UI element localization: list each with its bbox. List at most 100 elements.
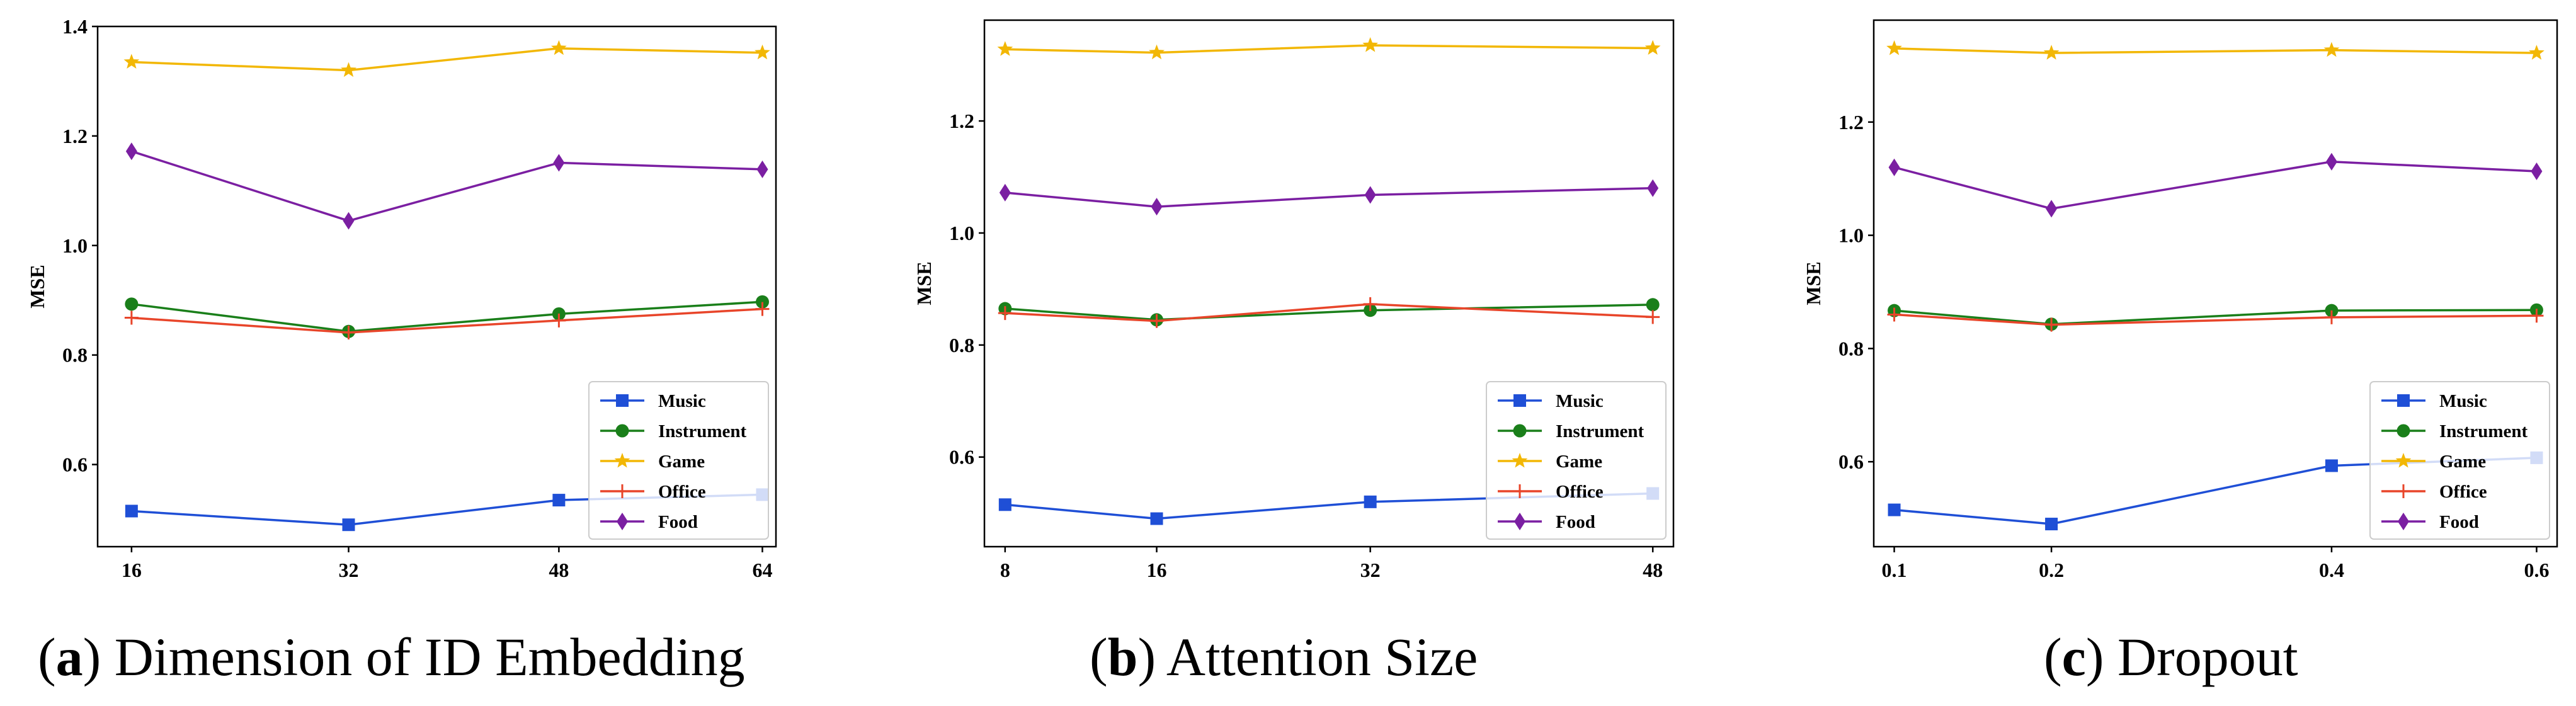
legend: Music Instrument Game Office Food <box>2369 381 2550 540</box>
legend-marker-food <box>2398 513 2409 530</box>
series-line-instrument <box>1894 309 2537 326</box>
caption-paren-open: ( <box>38 627 56 687</box>
data-point-food-48 <box>1647 179 1659 197</box>
legend-label-instrument: Instrument <box>658 421 747 441</box>
chart-panel-a: 0.6 0.8 1.0 1.2 1.4 16 32 48 64 MSE Music Instrumen… <box>26 15 777 687</box>
y-tick-label: 1.0 <box>62 234 88 257</box>
legend-marker-office <box>615 484 629 498</box>
x-tick-label: 0.2 <box>2039 559 2064 581</box>
data-point-food-64 <box>756 160 768 178</box>
data-point-instrument-48 <box>1646 298 1660 312</box>
y-tick-label: 0.8 <box>62 344 88 367</box>
legend-marker-music <box>2397 394 2410 407</box>
chart-panel-b: 0.6 0.8 1.0 1.2 8 16 32 48 MSE Music Instrument Gam… <box>913 19 1675 687</box>
data-point-game-0.1 <box>1886 40 1902 55</box>
data-point-office-0.2 <box>2044 317 2059 332</box>
data-point-office-0.4 <box>2324 310 2339 324</box>
legend-marker-office <box>1513 484 1527 498</box>
y-axis-label: MSE <box>26 265 48 308</box>
legend-marker-instrument <box>615 424 629 438</box>
panel-caption: (a) Dimension of ID Embedding <box>38 627 745 687</box>
legend-label-food: Food <box>1556 512 1595 532</box>
legend-box <box>2369 381 2550 540</box>
legend-box <box>588 381 769 540</box>
caption-paren-close: ) <box>2086 627 2117 687</box>
y-axis-label: MSE <box>1802 261 1825 305</box>
data-point-game-16 <box>123 54 140 69</box>
x-tick-label: 16 <box>1147 559 1167 581</box>
y-tick-label: 1.2 <box>1838 111 1864 134</box>
x-tick-label: 32 <box>1360 559 1381 581</box>
series-line-office <box>131 307 763 334</box>
data-point-office-48 <box>552 313 566 327</box>
series-line-game <box>1005 44 1653 54</box>
legend-marker-instrument <box>2396 424 2410 438</box>
y-tick-label: 1.2 <box>949 110 974 132</box>
data-point-game-64 <box>755 44 770 60</box>
caption-letter: a <box>56 627 83 687</box>
data-point-music-32 <box>1364 495 1377 508</box>
series-line-game <box>131 47 763 72</box>
series-line-instrument <box>131 300 763 333</box>
data-point-office-48 <box>1646 310 1660 324</box>
x-tick-label: 16 <box>122 559 142 581</box>
data-point-music-16 <box>125 504 138 518</box>
data-point-game-48 <box>1644 40 1661 55</box>
legend-label-music: Music <box>2439 391 2487 411</box>
series-line-game <box>1894 47 2537 54</box>
x-tick-label: 0.6 <box>2524 559 2549 581</box>
legend: Music Instrument Game Office Food <box>1486 381 1667 540</box>
data-point-food-0.4 <box>2325 152 2337 171</box>
x-tick-label: 32 <box>338 559 358 581</box>
data-point-office-32 <box>1363 297 1377 311</box>
legend-label-music: Music <box>658 391 706 411</box>
legend-label-instrument: Instrument <box>1556 421 1644 441</box>
series-line-office <box>1005 303 1653 322</box>
chart-panel-c: 0.6 0.8 1.0 1.2 0.1 0.2 0.4 0.6 MSE Music Instrume… <box>1802 19 2558 687</box>
legend-box <box>1486 381 1667 540</box>
legend-label-office: Office <box>658 482 706 502</box>
data-point-music-16 <box>1150 512 1163 525</box>
legend-marker-game <box>1512 453 1528 468</box>
x-tick-label: 48 <box>1643 559 1663 581</box>
data-point-office-8 <box>998 306 1012 321</box>
legend-marker-game <box>2395 453 2412 468</box>
x-tick-label: 64 <box>752 559 772 581</box>
legend-label-game: Game <box>1556 452 1602 472</box>
caption-text: Dropout <box>2117 627 2298 687</box>
y-tick-label: 1.0 <box>1838 224 1864 247</box>
data-point-food-32 <box>1364 186 1376 204</box>
data-point-food-16 <box>1151 198 1163 216</box>
data-point-music-48 <box>552 494 566 507</box>
legend-label-game: Game <box>658 452 705 472</box>
y-tick-label: 0.6 <box>1838 450 1864 473</box>
data-point-food-48 <box>553 154 565 172</box>
legend-marker-instrument <box>1513 424 1527 438</box>
data-point-game-0.2 <box>2043 45 2060 60</box>
x-tick-label: 0.1 <box>1882 559 1907 581</box>
data-point-office-16 <box>124 310 139 325</box>
y-tick-label: 1.0 <box>949 222 974 244</box>
data-point-office-32 <box>341 326 356 340</box>
series-line-instrument <box>1005 304 1653 321</box>
data-point-food-32 <box>343 212 355 230</box>
caption-paren-close: ) <box>1137 627 1166 687</box>
x-tick-label: 48 <box>549 559 569 581</box>
series-line-office <box>1894 313 2537 326</box>
legend-label-office: Office <box>1556 482 1604 502</box>
y-tick-label: 1.2 <box>62 125 88 147</box>
legend: Music Instrument Game Office Food <box>588 381 769 540</box>
legend-marker-music <box>1513 394 1526 407</box>
panel-caption: (b) Attention Size <box>1090 627 1478 687</box>
caption-letter: c <box>2062 627 2086 687</box>
series-line-food <box>131 150 763 222</box>
data-point-game-32 <box>1362 37 1378 52</box>
legend-marker-food <box>617 513 628 530</box>
legend-label-instrument: Instrument <box>2439 421 2528 441</box>
data-point-food-16 <box>125 142 137 161</box>
data-point-game-8 <box>997 41 1013 56</box>
caption-text: Dimension of ID Embedding <box>115 627 745 687</box>
y-tick-label: 0.8 <box>949 334 974 356</box>
data-point-office-16 <box>1149 314 1164 328</box>
legend-label-office: Office <box>2439 482 2487 502</box>
